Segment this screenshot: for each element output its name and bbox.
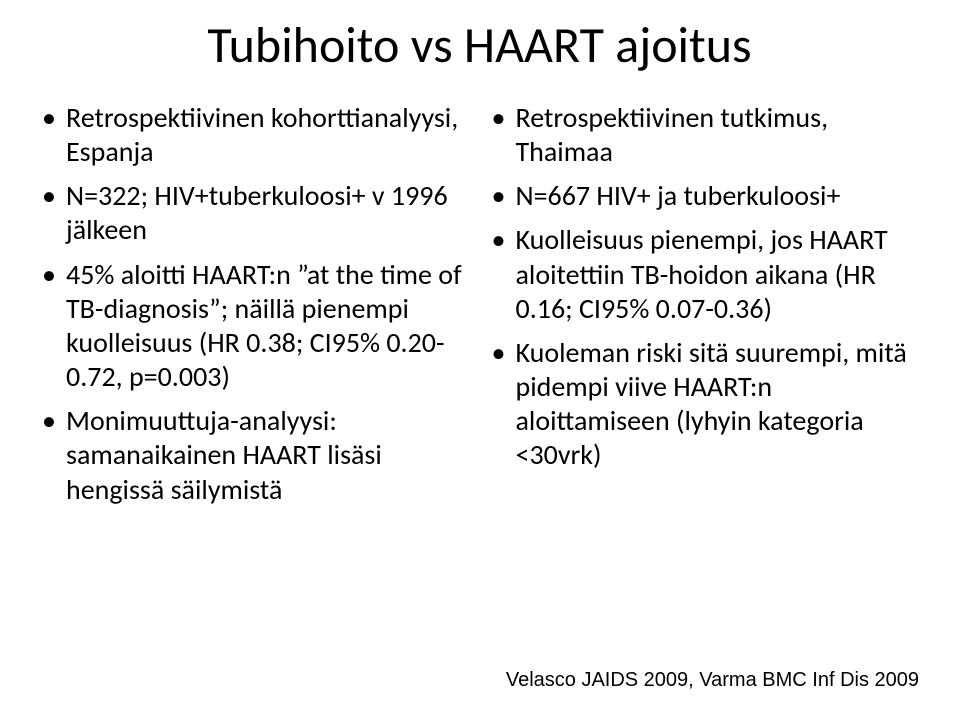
left-bullet-list: Retrospektiivinen kohorttianalyysi, Espa… bbox=[40, 101, 470, 507]
left-column: Retrospektiivinen kohorttianalyysi, Espa… bbox=[40, 101, 470, 517]
bullet-item: Retrospektiivinen tutkimus, Thaimaa bbox=[490, 101, 920, 169]
columns: Retrospektiivinen kohorttianalyysi, Espa… bbox=[40, 101, 919, 517]
bullet-item: N=667 HIV+ ja tuberkuloosi+ bbox=[490, 179, 920, 213]
citation-text: Velasco JAIDS 2009, Varma BMC Inf Dis 20… bbox=[506, 669, 919, 692]
slide: Tubihoito vs HAART ajoitus Retrospektiiv… bbox=[0, 0, 959, 716]
bullet-item: Retrospektiivinen kohorttianalyysi, Espa… bbox=[40, 101, 470, 169]
bullet-item: Kuolleisuus pienempi, jos HAART aloitett… bbox=[490, 223, 920, 325]
bullet-item: N=322; HIV+tuberkuloosi+ v 1996 jälkeen bbox=[40, 179, 470, 247]
bullet-item: Kuoleman riski sitä suurempi, mitä pidem… bbox=[490, 336, 920, 473]
bullet-item: Monimuuttuja-analyysi: samanaikainen HAA… bbox=[40, 404, 470, 506]
slide-title: Tubihoito vs HAART ajoitus bbox=[40, 18, 919, 73]
bullet-item: 45% aloitti HAART:n ”at the time of TB-d… bbox=[40, 258, 470, 395]
right-bullet-list: Retrospektiivinen tutkimus, Thaimaa N=66… bbox=[490, 101, 920, 473]
right-column: Retrospektiivinen tutkimus, Thaimaa N=66… bbox=[490, 101, 920, 517]
